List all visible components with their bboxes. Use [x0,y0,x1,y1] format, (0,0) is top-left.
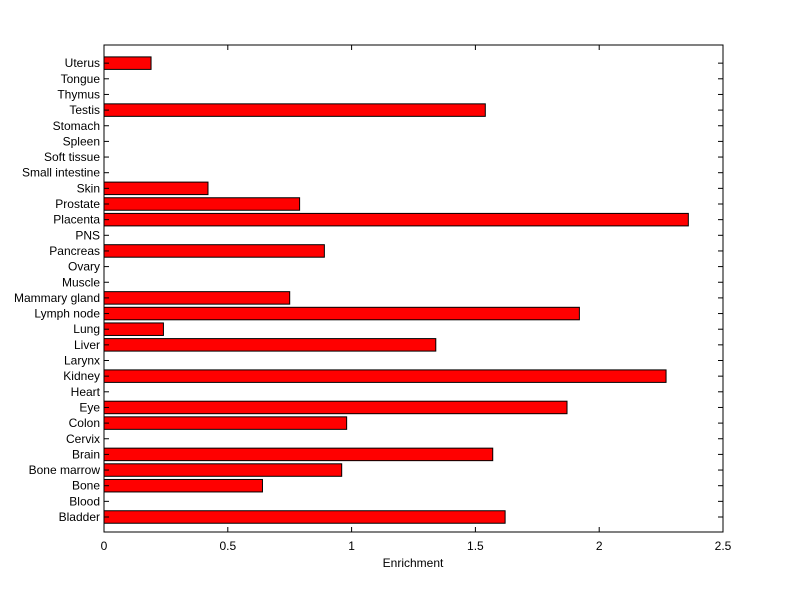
y-tick-label-testis: Testis [69,103,100,117]
x-tick-label: 2.5 [715,539,732,553]
y-tick-label-brain: Brain [72,447,100,461]
y-tick-label-spleen: Spleen [63,134,100,148]
bar-bladder [103,510,506,524]
y-tick-label-ovary: Ovary [68,260,100,274]
y-tick-label-stomach: Stomach [53,119,100,133]
y-tick-label-pancreas: Pancreas [49,244,100,258]
y-tick-label-kidney: Kidney [63,369,100,383]
bar-colon [103,416,348,430]
y-tick-label-soft-tissue: Soft tissue [44,150,100,164]
bar-uterus [103,56,152,70]
bar-testis [103,103,486,117]
bar-brain [103,447,494,462]
y-tick-label-pns: PNS [75,228,100,242]
plot-area-frame [103,44,724,533]
bar-pancreas [103,244,325,258]
bars-group [103,56,689,524]
y-tick-label-uterus: Uterus [65,56,100,70]
x-axis-ticks: 0 0.5 1 1.5 2 2.5 [101,45,732,553]
x-axis-label: Enrichment [383,556,444,570]
y-tick-label-skin: Skin [77,181,100,195]
y-tick-label-cervix: Cervix [66,432,100,446]
bar-kidney [103,369,667,383]
y-tick-label-colon: Colon [69,416,100,430]
x-tick-label: 1 [348,539,355,553]
bar-bone [103,478,263,493]
bar-lymph-node [103,306,580,321]
x-tick-label: 2 [596,539,603,553]
bar-liver [103,338,437,352]
y-tick-label-eye: Eye [79,400,100,414]
bar-mammary-gland [103,291,291,305]
y-tick-label-thymus: Thymus [57,87,100,101]
y-tick-label-tongue: Tongue [61,72,101,86]
bar-eye [103,400,568,415]
y-tick-label-heart: Heart [71,385,101,399]
x-tick-label: 1.5 [467,539,484,553]
y-tick-label-muscle: Muscle [62,275,100,289]
y-tick-label-bone: Bone [72,479,100,493]
bar-placenta [103,212,689,227]
bar-bone-marrow [103,463,343,477]
bar-skin [103,181,209,196]
bar-prostate [103,197,301,211]
y-tick-label-placenta: Placenta [53,213,100,227]
y-tick-label-liver: Liver [74,338,100,352]
y-tick-label-bone-marrow: Bone marrow [29,463,101,477]
y-tick-label-lung: Lung [73,322,100,336]
y-tick-label-blood: Blood [69,494,100,508]
y-tick-label-prostate: Prostate [55,197,100,211]
y-tick-label-bladder: Bladder [59,510,100,524]
y-tick-label-mammary-gland: Mammary gland [14,291,100,305]
y-tick-label-small-intestine: Small intestine [22,166,100,180]
x-tick-label: 0 [101,539,108,553]
y-tick-label-lymph-node: Lymph node [34,307,100,321]
x-tick-label: 0.5 [219,539,236,553]
bar-lung [103,322,164,336]
y-tick-label-larynx: Larynx [64,354,100,368]
